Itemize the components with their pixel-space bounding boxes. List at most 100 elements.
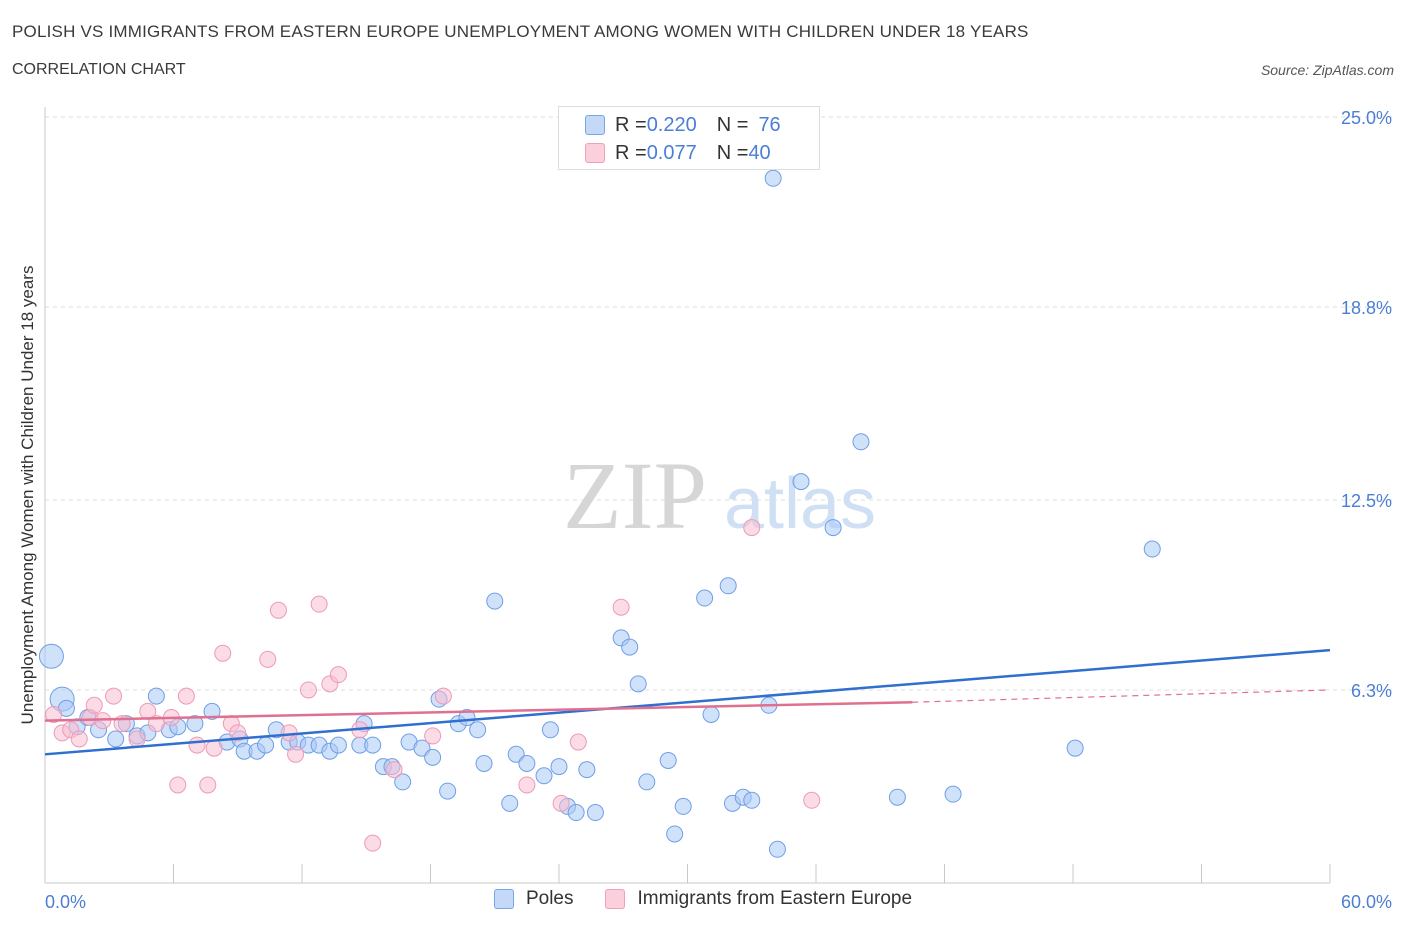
n-value: 76 — [758, 113, 781, 136]
point-immigrants — [205, 739, 223, 757]
r-label: R = — [615, 141, 647, 164]
point-immigrants — [70, 730, 88, 748]
point-immigrants — [424, 727, 442, 745]
point-immigrants — [45, 705, 63, 723]
point-poles — [702, 705, 720, 723]
point-poles — [424, 748, 442, 766]
x-tick-label: 60.0% — [1341, 892, 1392, 912]
point-immigrants — [385, 761, 403, 779]
point-poles — [475, 755, 493, 773]
trend-line-immigrants-extension — [912, 689, 1331, 703]
point-poles — [719, 577, 737, 595]
x-tick-labels: 0.0% 60.0% — [45, 892, 1392, 912]
point-poles — [1066, 739, 1084, 757]
y-tick-label: 18.8% — [1341, 298, 1392, 318]
point-poles — [439, 782, 457, 800]
trend-lines — [44, 648, 1331, 756]
point-immigrants — [569, 733, 587, 751]
x-tick-label: 0.0% — [45, 892, 86, 912]
point-poles — [586, 804, 604, 822]
legend-row-poles: R = 0.220 N = 76 — [585, 113, 781, 137]
point-poles — [38, 643, 64, 669]
chart-title: POLISH VS IMMIGRANTS FROM EASTERN EUROPE… — [12, 22, 1029, 41]
point-poles — [888, 788, 906, 806]
point-poles — [696, 589, 714, 607]
point-poles — [1143, 540, 1161, 558]
point-poles — [852, 433, 870, 451]
legend-label-immigrants: Immigrants from Eastern Europe — [637, 888, 913, 909]
legend-swatch-poles — [493, 889, 514, 909]
point-poles — [329, 736, 347, 754]
point-poles — [567, 804, 585, 822]
point-immigrants — [803, 791, 821, 809]
point-immigrants — [229, 724, 247, 742]
point-poles — [186, 715, 204, 733]
correlation-legend: R = 0.220 N = 76 R = 0.077 N = 40 — [558, 106, 820, 170]
n-value: 40 — [748, 141, 771, 164]
point-immigrants — [310, 595, 328, 613]
legend-swatch-immigrants — [605, 889, 626, 909]
point-poles — [535, 767, 553, 785]
point-poles — [824, 519, 842, 537]
gridlines — [45, 116, 1392, 691]
point-poles — [638, 773, 656, 791]
point-poles — [944, 785, 962, 803]
point-immigrants — [147, 715, 165, 733]
point-immigrants — [169, 776, 187, 794]
point-poles — [674, 797, 692, 815]
point-immigrants — [612, 598, 630, 616]
point-immigrants — [199, 776, 217, 794]
point-immigrants — [329, 666, 347, 684]
n-label: N = — [716, 141, 749, 164]
point-immigrants — [269, 601, 287, 619]
point-poles — [501, 794, 519, 812]
series-legend: Poles Immigrants from Eastern Europe — [0, 888, 1406, 910]
point-immigrants — [214, 644, 232, 662]
n-label: N = — [716, 113, 749, 136]
point-immigrants — [259, 650, 277, 668]
point-immigrants — [85, 696, 103, 714]
point-poles — [768, 840, 786, 858]
point-immigrants — [105, 687, 123, 705]
point-poles — [257, 736, 275, 754]
point-immigrants — [518, 776, 536, 794]
point-poles — [659, 751, 677, 769]
point-poles — [147, 687, 165, 705]
legend-item-immigrants[interactable]: Immigrants from Eastern Europe — [605, 888, 912, 910]
legend-swatch-poles — [585, 115, 605, 135]
y-tick-labels: 6.3% 12.5% 18.8% 25.0% — [1341, 108, 1392, 701]
point-immigrants — [299, 681, 317, 699]
point-poles — [621, 638, 639, 656]
legend-label-poles: Poles — [525, 888, 574, 909]
r-value: 0.220 — [646, 113, 697, 136]
watermark-zip: ZIP — [563, 442, 707, 549]
trend-line-poles — [44, 648, 1331, 756]
point-poles — [394, 773, 412, 791]
point-poles — [364, 736, 382, 754]
r-value: 0.077 — [646, 141, 697, 164]
point-poles — [550, 758, 568, 776]
point-immigrants — [128, 730, 146, 748]
point-poles — [764, 169, 782, 187]
point-immigrants — [552, 794, 570, 812]
point-poles — [792, 473, 810, 491]
r-label: R = — [615, 113, 647, 136]
legend-item-poles[interactable]: Poles — [493, 888, 574, 910]
chart-subtitle: CORRELATION CHART — [12, 61, 186, 78]
point-poles — [486, 592, 504, 610]
point-poles — [541, 721, 559, 739]
point-immigrants — [287, 745, 305, 763]
y-axis-label: Unemployment Among Women with Children U… — [18, 266, 37, 725]
y-tick-label: 25.0% — [1341, 108, 1392, 128]
data-points — [38, 169, 1161, 858]
point-poles — [578, 761, 596, 779]
point-immigrants — [743, 519, 761, 537]
y-tick-label: 6.3% — [1351, 681, 1392, 701]
trend-line-immigrants — [44, 700, 913, 722]
point-poles — [666, 825, 684, 843]
point-immigrants — [188, 736, 206, 754]
point-poles — [107, 730, 125, 748]
y-tick-label: 12.5% — [1341, 491, 1392, 511]
legend-row-immigrants: R = 0.077 N = 40 — [585, 141, 771, 165]
